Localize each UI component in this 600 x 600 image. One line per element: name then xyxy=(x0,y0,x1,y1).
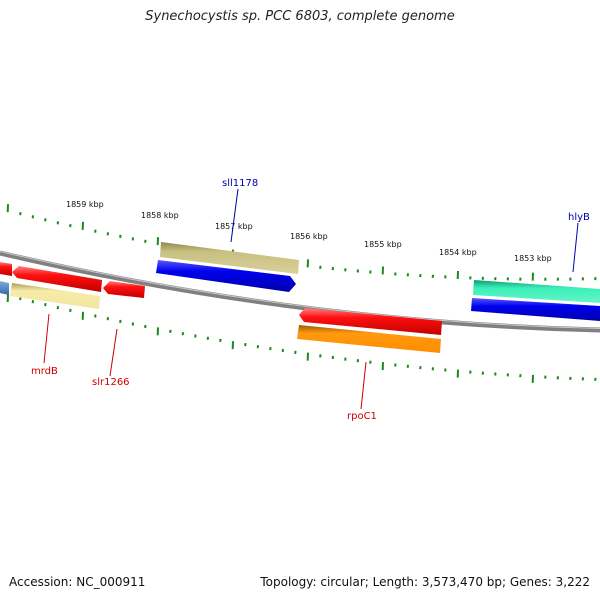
forward-strand-genes xyxy=(0,242,600,321)
gene-feature-slr1266[interactable] xyxy=(103,281,145,298)
gene-label-hlyB[interactable]: hlyB xyxy=(568,212,590,223)
gene-label-sll1178[interactable]: sll1178 xyxy=(222,178,258,189)
reverse-strand-genes xyxy=(0,266,442,353)
ruler-labels: 1859 kbp 1858 kbp 1857 kbp 1856 kbp 1855… xyxy=(66,200,552,263)
gene-feature-rpoC1[interactable] xyxy=(299,308,442,335)
ruler-label-1853: 1853 kbp xyxy=(514,254,552,263)
ruler-label-1854: 1854 kbp xyxy=(439,248,477,257)
ruler-label-1856: 1856 kbp xyxy=(290,232,328,241)
gene-label-mrdB[interactable]: mrdB xyxy=(31,366,58,377)
gene-label-rpoC1[interactable]: rpoC1 xyxy=(347,411,377,422)
gene-labels: sll1178 hlyB mrdB slr1266 rpoC1 xyxy=(31,178,590,422)
gene-feature-hlyB[interactable] xyxy=(471,298,600,321)
gene-feature-steel-left[interactable] xyxy=(0,281,9,295)
leader-rpoC1 xyxy=(360,361,367,410)
gene-feature-orange[interactable] xyxy=(297,325,441,353)
gene-label-slr1266[interactable]: slr1266 xyxy=(92,377,130,388)
gene-feature-red-left[interactable] xyxy=(0,262,12,276)
genome-backbone-highlight xyxy=(0,251,600,329)
inner-ruler-ticks xyxy=(6,293,597,383)
leader-slr1266 xyxy=(109,328,118,377)
accession-text: Accession: NC_000911 xyxy=(9,575,146,589)
ruler-label-1858: 1858 kbp xyxy=(141,211,179,220)
ruler-label-1857: 1857 kbp xyxy=(215,222,253,231)
leader-mrdB xyxy=(43,313,50,364)
leader-sll1178 xyxy=(230,188,239,243)
gene-feature-sll1178[interactable] xyxy=(156,260,296,292)
outer-ruler-ticks xyxy=(6,204,597,281)
gene-feature-pale-yellow[interactable] xyxy=(10,283,100,309)
genome-summary-text: Topology: circular; Length: 3,573,470 bp… xyxy=(260,575,590,589)
ruler-label-1859: 1859 kbp xyxy=(66,200,104,209)
gene-feature-mrdB[interactable] xyxy=(12,266,102,292)
label-leader-lines xyxy=(43,188,579,410)
ruler-label-1855: 1855 kbp xyxy=(364,240,402,249)
leader-hlyB xyxy=(572,222,579,273)
genome-title: Synechocystis sp. PCC 6803, complete gen… xyxy=(145,9,455,24)
gene-feature-teal[interactable] xyxy=(473,280,600,303)
genome-backbone xyxy=(0,250,600,333)
gene-feature-khaki[interactable] xyxy=(160,242,299,274)
